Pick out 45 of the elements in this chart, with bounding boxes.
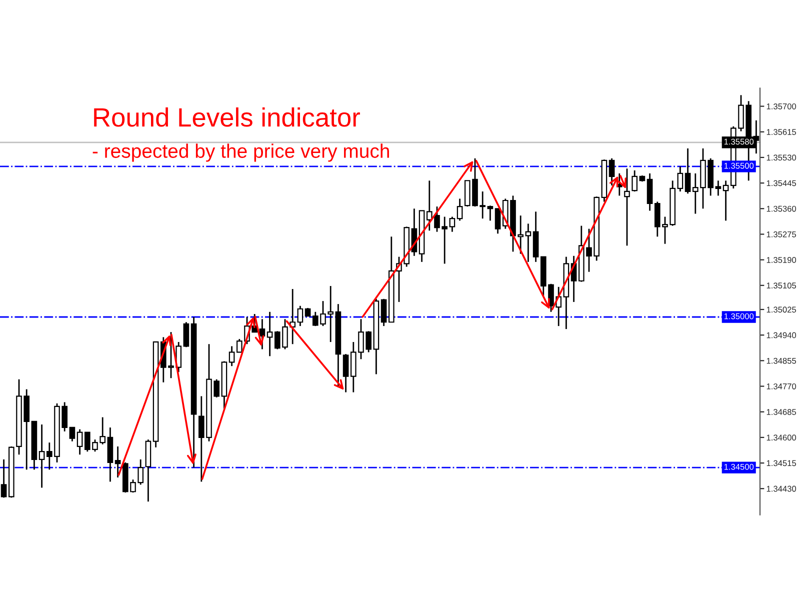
candlestick xyxy=(684,148,691,194)
candlestick xyxy=(677,166,684,192)
y-tick-label: 1.35190 xyxy=(766,257,796,263)
candlestick xyxy=(76,428,83,456)
y-tick-label: 1.35360 xyxy=(766,206,796,212)
text: - respected by the price very much xyxy=(92,144,389,162)
ref-line-label: 1.35500 xyxy=(724,162,754,169)
candlestick xyxy=(342,353,349,393)
candlestick xyxy=(380,298,387,327)
text: Round Levels indicator xyxy=(94,107,360,127)
ref-line-label: 1.35000 xyxy=(724,313,754,320)
candlestick xyxy=(487,204,494,222)
candlestick xyxy=(38,424,45,488)
y-tick-label: 1.35275 xyxy=(766,231,796,238)
y-tick-label: 1.35615 xyxy=(766,129,796,135)
candlestick xyxy=(608,158,615,186)
y-tick-label: 1.34515 xyxy=(766,460,796,466)
candlestick xyxy=(494,208,501,234)
candlestick xyxy=(0,458,7,498)
candlestick xyxy=(297,305,304,327)
candlestick xyxy=(456,198,463,222)
candlestick xyxy=(715,180,722,196)
y-tick-label: 1.34430 xyxy=(766,486,796,492)
ref-line-label: 1.34500 xyxy=(724,464,754,470)
y-tick-label: 1.35445 xyxy=(766,180,796,186)
candlestick xyxy=(228,346,235,367)
candlestick xyxy=(632,170,638,192)
y-tick-label: 1.35025 xyxy=(766,306,796,313)
y-tick-label: 1.34940 xyxy=(766,332,796,338)
candlestick xyxy=(624,168,630,246)
y-tick-label: 1.34600 xyxy=(766,434,796,441)
candlestick xyxy=(722,180,729,222)
ref-line-label: 1.35580 xyxy=(724,138,754,145)
y-tick-label: 1.34685 xyxy=(766,409,796,415)
y-tick-label: 1.35530 xyxy=(766,154,796,161)
candlestick xyxy=(69,426,76,442)
y-tick-label: 1.34770 xyxy=(766,383,796,390)
candlestick xyxy=(449,216,456,232)
candlestick xyxy=(114,446,121,478)
candlestick xyxy=(183,321,190,348)
candlestick xyxy=(525,222,532,263)
candlestick xyxy=(266,311,273,357)
y-tick-label: 1.34855 xyxy=(766,358,796,364)
y-tick-label: 1.35700 xyxy=(766,103,796,110)
y-tick-label: 1.35105 xyxy=(766,282,796,288)
